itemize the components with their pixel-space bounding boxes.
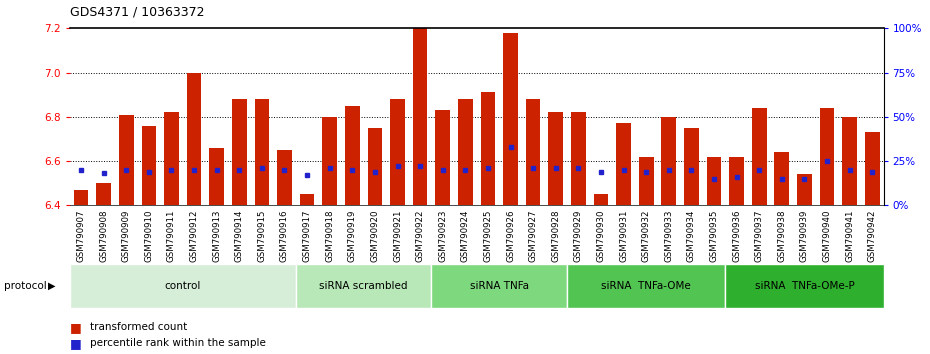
Bar [797,174,812,205]
Text: GSM790941: GSM790941 [845,210,854,263]
Bar [435,110,450,205]
Text: siRNA  TNFa-OMe: siRNA TNFa-OMe [602,281,691,291]
Text: GSM790939: GSM790939 [800,210,809,262]
Text: GSM790907: GSM790907 [76,210,86,263]
Bar [299,194,314,205]
Text: GSM790915: GSM790915 [258,210,266,263]
Bar [119,115,134,205]
Bar [481,92,496,205]
Text: transformed count: transformed count [90,322,188,332]
Bar [70,264,296,308]
Text: GSM790933: GSM790933 [664,210,673,263]
Text: GSM790923: GSM790923 [438,210,447,263]
Text: siRNA TNFa: siRNA TNFa [470,281,529,291]
Text: GSM790942: GSM790942 [868,210,877,263]
Bar [255,99,269,205]
Text: GSM790932: GSM790932 [642,210,651,263]
Bar [639,156,654,205]
Text: GSM790924: GSM790924 [461,210,470,263]
Bar [73,190,88,205]
Bar [141,126,156,205]
Text: GSM790929: GSM790929 [574,210,583,262]
Text: GSM790931: GSM790931 [619,210,628,263]
Text: GSM790926: GSM790926 [506,210,515,263]
Text: GSM790914: GSM790914 [234,210,244,263]
Bar [684,128,698,205]
Bar [525,99,540,205]
Text: GSM790917: GSM790917 [302,210,312,263]
Bar [187,73,202,205]
Bar [729,156,744,205]
Bar [751,108,766,205]
Bar [549,112,563,205]
Text: GSM790936: GSM790936 [732,210,741,263]
Text: GSM790910: GSM790910 [144,210,153,263]
Text: GSM790921: GSM790921 [393,210,402,263]
Bar [97,183,111,205]
Bar [775,152,790,205]
Text: GDS4371 / 10363372: GDS4371 / 10363372 [70,5,205,18]
Text: GSM790913: GSM790913 [212,210,221,263]
Bar [707,156,722,205]
Text: protocol: protocol [4,281,46,291]
Text: GSM790928: GSM790928 [551,210,560,263]
Text: control: control [165,281,201,291]
Text: GSM790938: GSM790938 [777,210,786,263]
Text: GSM790935: GSM790935 [710,210,719,263]
Text: GSM790927: GSM790927 [528,210,538,263]
Text: GSM790934: GSM790934 [687,210,696,263]
Text: GSM790925: GSM790925 [484,210,492,263]
Text: GSM790919: GSM790919 [348,210,357,262]
Bar [209,148,224,205]
Text: GSM790940: GSM790940 [822,210,831,263]
Bar [367,128,382,205]
Bar [661,117,676,205]
Text: GSM790922: GSM790922 [416,210,425,263]
Bar [432,264,567,308]
Bar [865,132,880,205]
Text: siRNA  TNFa-OMe-P: siRNA TNFa-OMe-P [754,281,855,291]
Text: GSM790937: GSM790937 [754,210,764,263]
Bar [391,99,405,205]
Bar [843,117,857,205]
Text: GSM790909: GSM790909 [122,210,131,262]
Bar [458,99,472,205]
Bar [413,28,428,205]
Bar [571,112,586,205]
Bar [164,112,179,205]
Bar [296,264,432,308]
Bar [617,124,631,205]
Text: GSM790930: GSM790930 [596,210,605,263]
Bar [503,33,518,205]
Bar [277,150,292,205]
Bar [725,264,883,308]
Text: siRNA scrambled: siRNA scrambled [319,281,408,291]
Text: ■: ■ [70,321,82,334]
Text: percentile rank within the sample: percentile rank within the sample [90,338,266,348]
Bar [567,264,725,308]
Bar [232,99,246,205]
Text: GSM790918: GSM790918 [326,210,334,263]
Text: ■: ■ [70,337,82,350]
Text: GSM790911: GSM790911 [167,210,176,263]
Text: ▶: ▶ [48,281,56,291]
Text: GSM790908: GSM790908 [100,210,108,263]
Text: GSM790920: GSM790920 [370,210,379,263]
Text: GSM790916: GSM790916 [280,210,289,263]
Bar [593,194,608,205]
Bar [345,106,360,205]
Bar [819,108,834,205]
Bar [323,117,337,205]
Text: GSM790912: GSM790912 [190,210,199,263]
